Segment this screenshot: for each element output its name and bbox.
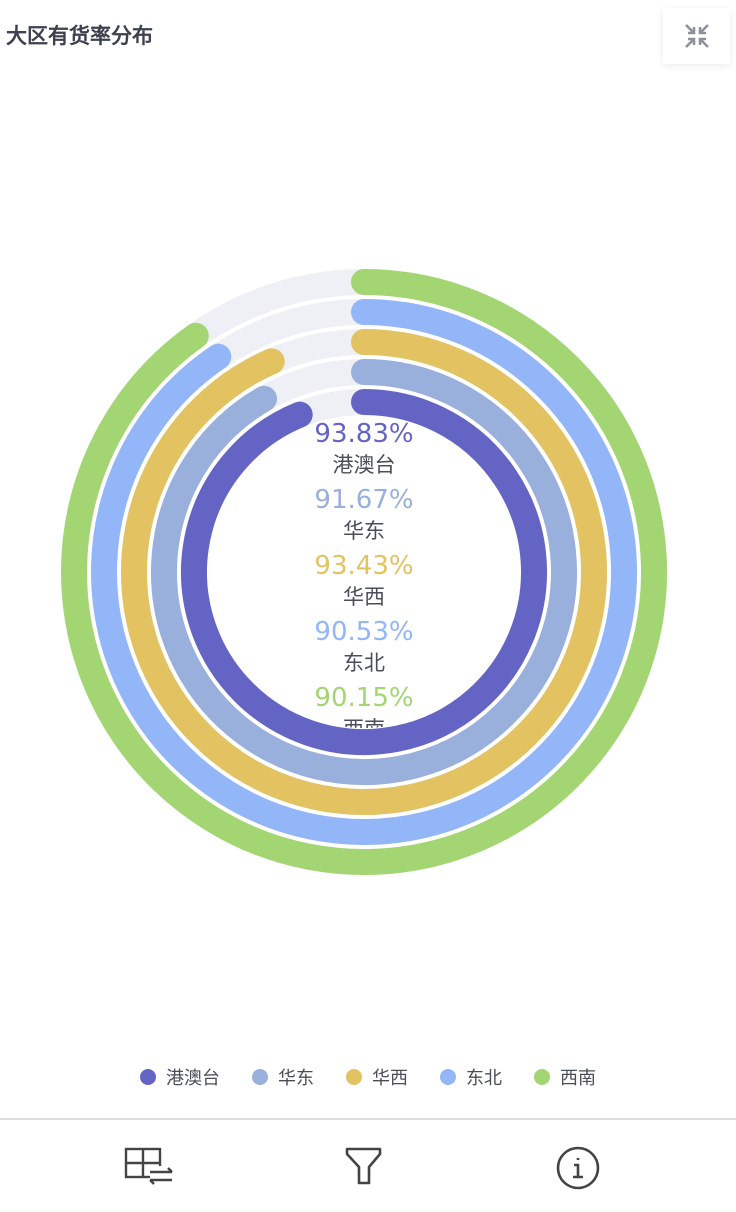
legend-dot-icon bbox=[252, 1069, 268, 1085]
table-swap-icon bbox=[124, 1147, 174, 1186]
legend-item[interactable]: 西南 bbox=[534, 1064, 596, 1090]
legend-item[interactable]: 港澳台 bbox=[140, 1064, 220, 1090]
category-label: 东北 bbox=[343, 651, 385, 675]
ring-separator bbox=[118, 326, 610, 818]
category-label: 港澳台 bbox=[333, 453, 396, 477]
legend-dot-icon bbox=[440, 1069, 456, 1085]
ring-separator bbox=[148, 356, 580, 788]
category-label: 华西 bbox=[343, 585, 385, 609]
ring-bar-华西[interactable] bbox=[121, 329, 607, 815]
legend-label: 东北 bbox=[466, 1068, 502, 1089]
ring-bar-西南[interactable] bbox=[61, 269, 667, 875]
value-label: 90.53% bbox=[314, 617, 413, 647]
legend-item[interactable]: 东北 bbox=[440, 1064, 502, 1090]
value-label: 93.83% bbox=[314, 419, 413, 449]
info-icon bbox=[556, 1146, 600, 1190]
legend-label: 华东 bbox=[278, 1068, 314, 1089]
ring-separator bbox=[88, 296, 640, 848]
value-label: 91.67% bbox=[314, 485, 413, 515]
legend-label: 西南 bbox=[560, 1068, 596, 1089]
ring-bar-华东[interactable] bbox=[151, 359, 577, 785]
chart-title: 大区有货率分布 bbox=[6, 24, 153, 48]
collapse-icon bbox=[684, 24, 709, 48]
ring-separator bbox=[178, 386, 550, 758]
category-label: 西南 bbox=[343, 717, 385, 741]
filter-button[interactable] bbox=[344, 1146, 394, 1192]
bottom-toolbar bbox=[0, 1118, 736, 1212]
ring-bar-港澳台[interactable] bbox=[181, 389, 547, 755]
legend-item[interactable]: 华东 bbox=[252, 1064, 314, 1090]
value-label: 90.15% bbox=[314, 683, 413, 713]
ring-bar-东北[interactable] bbox=[90, 299, 637, 845]
collapse-button[interactable] bbox=[663, 8, 730, 64]
ring-separator bbox=[58, 266, 670, 878]
legend-dot-icon bbox=[346, 1069, 362, 1085]
legend-label: 华西 bbox=[372, 1068, 408, 1089]
legend-item[interactable]: 华西 bbox=[346, 1064, 408, 1090]
info-button[interactable] bbox=[556, 1146, 606, 1192]
legend-dot-icon bbox=[140, 1069, 156, 1085]
filter-icon bbox=[345, 1147, 382, 1185]
legend: 港澳台 华东 华西 东北 西南 bbox=[0, 1064, 736, 1090]
legend-dot-icon bbox=[534, 1069, 550, 1085]
radial-bar-chart: 93.83% 港澳台 91.67% 华东 93.43% 华西 90.53% 东北 90.15% 西… bbox=[58, 266, 670, 878]
center-labels: 93.83% 港澳台 91.67% 华东 93.43% 华西 90.53% 东北 90.15% 西… bbox=[314, 419, 413, 741]
legend-label: 港澳台 bbox=[166, 1068, 220, 1089]
category-label: 华东 bbox=[343, 519, 385, 543]
value-label: 93.43% bbox=[314, 551, 413, 581]
table-swap-button[interactable] bbox=[124, 1146, 174, 1192]
